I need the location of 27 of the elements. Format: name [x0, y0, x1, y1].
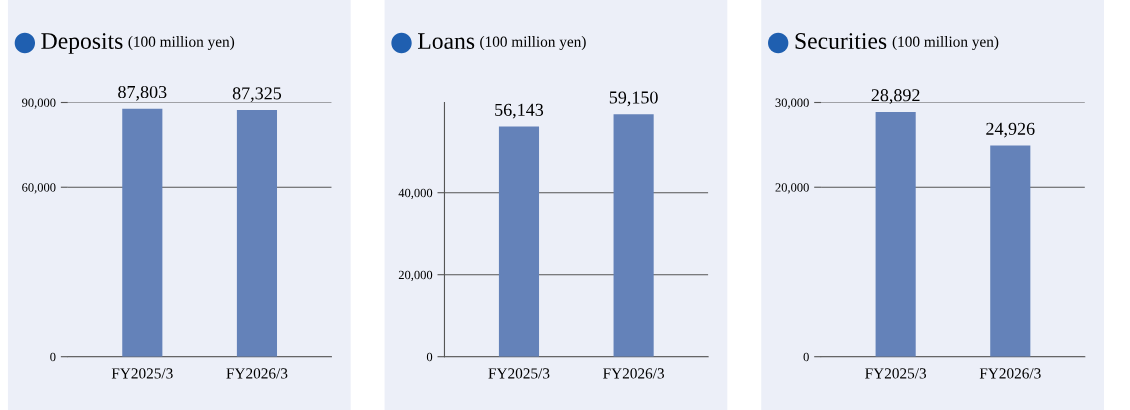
- chart-subtitle: (100 million yen): [128, 36, 235, 50]
- x-tick-label: FY2026/3: [603, 368, 665, 379]
- x-tick-label: FY2026/3: [979, 368, 1041, 379]
- chart-title: Loans: [418, 33, 475, 49]
- y-tick-label: 90,000: [22, 98, 56, 109]
- chart-subtitle: (100 million yen): [480, 36, 586, 50]
- chart-title: Securities: [795, 33, 887, 49]
- chart-title: Deposits: [41, 33, 123, 54]
- y-tick-label: 20,000: [398, 270, 433, 281]
- chart-subtitle: (100 million yen): [892, 36, 999, 50]
- data-label: 87,803: [118, 85, 167, 101]
- data-label: 87,325: [232, 87, 282, 103]
- y-tick-label: 20,000: [775, 183, 809, 194]
- x-tick-label: FY2025/3: [865, 368, 927, 379]
- data-label: 56,143: [495, 103, 544, 119]
- y-tick-label: 0: [426, 352, 433, 362]
- y-tick-label: 60,000: [22, 183, 56, 194]
- x-tick-label: FY2025/3: [488, 368, 550, 379]
- y-tick-label: 0: [50, 352, 56, 362]
- x-tick-label: FY2026/3: [226, 368, 288, 379]
- data-label: 28,892: [871, 89, 920, 104]
- x-tick-label: FY2025/3: [111, 368, 173, 379]
- y-tick-label: 0: [803, 352, 809, 362]
- data-label: 24,926: [986, 122, 1035, 138]
- y-tick-label: 40,000: [398, 188, 433, 199]
- data-label: 59,150: [609, 91, 658, 107]
- y-tick-label: 30,000: [775, 98, 809, 109]
